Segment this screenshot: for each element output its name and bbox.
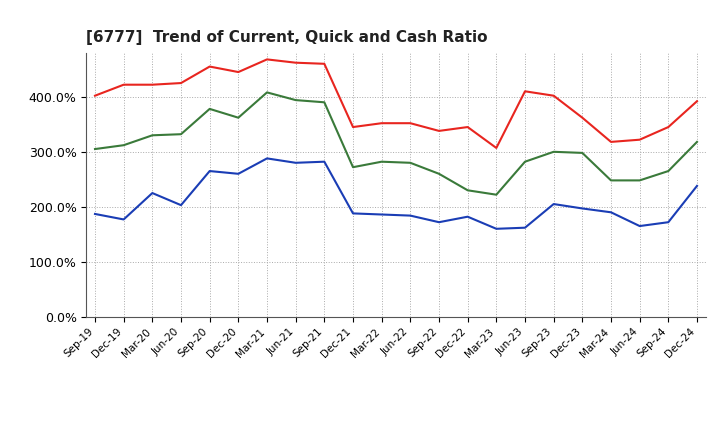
Quick Ratio <box>435 171 444 176</box>
Cash Ratio <box>635 224 644 229</box>
Current Ratio <box>435 128 444 134</box>
Cash Ratio <box>578 206 587 211</box>
Quick Ratio <box>664 169 672 174</box>
Current Ratio <box>607 139 616 144</box>
Current Ratio <box>693 99 701 104</box>
Line: Current Ratio: Current Ratio <box>95 59 697 148</box>
Current Ratio <box>521 89 529 94</box>
Current Ratio <box>91 93 99 99</box>
Text: [6777]  Trend of Current, Quick and Cash Ratio: [6777] Trend of Current, Quick and Cash … <box>86 29 488 45</box>
Current Ratio <box>635 137 644 142</box>
Cash Ratio <box>664 220 672 225</box>
Quick Ratio <box>693 139 701 144</box>
Quick Ratio <box>176 132 185 137</box>
Current Ratio <box>263 57 271 62</box>
Current Ratio <box>492 145 500 150</box>
Cash Ratio <box>693 183 701 188</box>
Quick Ratio <box>348 165 357 170</box>
Quick Ratio <box>635 178 644 183</box>
Quick Ratio <box>464 187 472 193</box>
Quick Ratio <box>320 99 328 105</box>
Quick Ratio <box>205 106 214 111</box>
Quick Ratio <box>120 143 128 148</box>
Cash Ratio <box>91 211 99 216</box>
Cash Ratio <box>549 202 558 207</box>
Cash Ratio <box>120 217 128 222</box>
Cash Ratio <box>148 191 157 196</box>
Cash Ratio <box>377 212 386 217</box>
Cash Ratio <box>607 209 616 215</box>
Cash Ratio <box>263 156 271 161</box>
Cash Ratio <box>205 169 214 174</box>
Current Ratio <box>205 64 214 69</box>
Quick Ratio <box>263 90 271 95</box>
Cash Ratio <box>435 220 444 225</box>
Cash Ratio <box>492 226 500 231</box>
Current Ratio <box>348 125 357 130</box>
Cash Ratio <box>234 171 243 176</box>
Current Ratio <box>377 121 386 126</box>
Current Ratio <box>464 125 472 130</box>
Current Ratio <box>176 81 185 86</box>
Quick Ratio <box>406 160 415 165</box>
Cash Ratio <box>464 214 472 219</box>
Quick Ratio <box>492 192 500 197</box>
Cash Ratio <box>320 159 328 165</box>
Current Ratio <box>292 60 300 66</box>
Quick Ratio <box>292 97 300 103</box>
Current Ratio <box>234 70 243 75</box>
Quick Ratio <box>578 150 587 156</box>
Line: Quick Ratio: Quick Ratio <box>95 92 697 194</box>
Current Ratio <box>406 121 415 126</box>
Cash Ratio <box>406 213 415 218</box>
Cash Ratio <box>348 211 357 216</box>
Quick Ratio <box>549 149 558 154</box>
Cash Ratio <box>521 225 529 231</box>
Quick Ratio <box>607 178 616 183</box>
Cash Ratio <box>176 202 185 208</box>
Current Ratio <box>549 93 558 99</box>
Quick Ratio <box>234 115 243 120</box>
Quick Ratio <box>148 132 157 138</box>
Cash Ratio <box>292 160 300 165</box>
Quick Ratio <box>91 147 99 152</box>
Quick Ratio <box>377 159 386 165</box>
Current Ratio <box>578 115 587 120</box>
Current Ratio <box>120 82 128 87</box>
Current Ratio <box>148 82 157 87</box>
Current Ratio <box>664 125 672 130</box>
Current Ratio <box>320 61 328 66</box>
Quick Ratio <box>521 159 529 165</box>
Line: Cash Ratio: Cash Ratio <box>95 158 697 229</box>
